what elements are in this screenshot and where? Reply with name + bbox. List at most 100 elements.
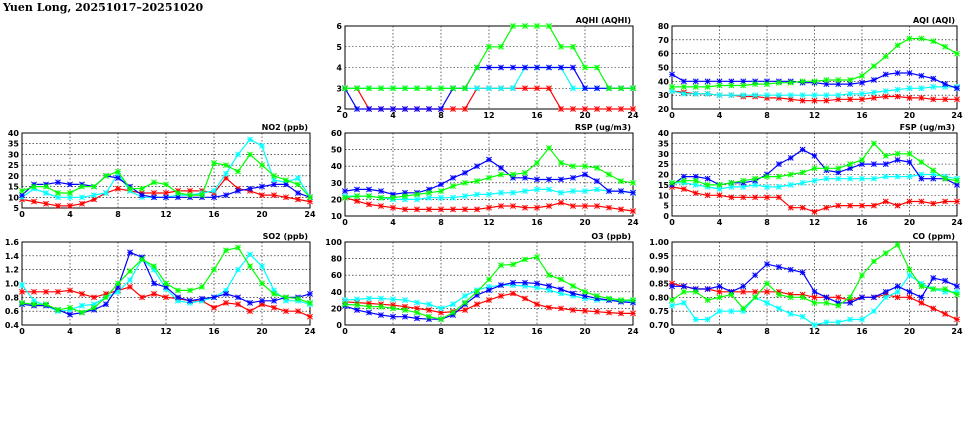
data-point bbox=[558, 189, 564, 196]
data-point bbox=[942, 286, 949, 292]
data-point bbox=[187, 297, 193, 304]
chart-title: RSP (ug/m3) bbox=[575, 123, 631, 132]
data-point bbox=[716, 288, 723, 295]
y-tick-label: 15 bbox=[658, 181, 670, 190]
data-point bbox=[498, 203, 504, 209]
data-point bbox=[669, 302, 675, 309]
data-point bbox=[692, 288, 699, 295]
data-point bbox=[498, 85, 504, 92]
data-point bbox=[486, 43, 492, 50]
data-point bbox=[450, 85, 456, 92]
x-tick-label: 20 bbox=[904, 327, 916, 336]
data-point bbox=[534, 301, 540, 308]
data-point bbox=[906, 266, 913, 273]
data-point bbox=[835, 202, 842, 209]
data-point bbox=[704, 83, 711, 90]
data-point bbox=[787, 154, 794, 161]
data-point bbox=[426, 194, 432, 201]
y-tick-label: 5 bbox=[663, 202, 669, 211]
data-point bbox=[342, 85, 348, 92]
data-point bbox=[223, 192, 229, 199]
data-point bbox=[91, 192, 97, 199]
series-d3 bbox=[19, 172, 313, 201]
x-tick-label: 16 bbox=[856, 327, 868, 336]
data-point bbox=[390, 296, 396, 303]
data-point bbox=[163, 194, 169, 201]
data-point bbox=[510, 261, 516, 268]
data-point bbox=[716, 181, 723, 188]
series-line bbox=[671, 186, 957, 213]
data-point bbox=[823, 319, 830, 326]
data-point bbox=[716, 283, 723, 290]
data-point bbox=[823, 175, 830, 182]
data-point bbox=[775, 183, 782, 190]
data-point bbox=[775, 194, 782, 201]
data-point bbox=[366, 295, 372, 302]
data-point bbox=[680, 299, 687, 306]
data-point bbox=[775, 79, 782, 86]
series-d4 bbox=[669, 140, 960, 188]
data-point bbox=[752, 81, 759, 88]
series-d4 bbox=[342, 253, 636, 323]
x-tick-label: 0 bbox=[669, 218, 675, 227]
data-point bbox=[498, 43, 504, 50]
data-point bbox=[680, 90, 687, 97]
data-point bbox=[859, 96, 865, 103]
data-point bbox=[462, 193, 468, 200]
y-tick-label: 35 bbox=[8, 140, 20, 149]
data-point bbox=[847, 299, 854, 306]
data-point bbox=[894, 173, 901, 180]
data-point bbox=[151, 179, 157, 186]
chart-title: AQHI (AQHI) bbox=[576, 16, 631, 25]
y-tick-label: 35 bbox=[658, 139, 670, 148]
data-point bbox=[630, 179, 636, 186]
data-point bbox=[414, 315, 420, 322]
data-point bbox=[534, 280, 540, 287]
chart-aqhi: 0 4 8 12 16 20 24 2 3 4 5 6 AQHI (AQHI) bbox=[336, 16, 639, 120]
data-point bbox=[283, 194, 289, 201]
data-point bbox=[594, 308, 600, 315]
data-point bbox=[787, 181, 794, 188]
data-point bbox=[740, 177, 747, 184]
data-point bbox=[139, 256, 145, 263]
data-point bbox=[582, 85, 588, 92]
data-point bbox=[342, 188, 348, 195]
data-point bbox=[870, 140, 877, 147]
data-point bbox=[235, 301, 241, 308]
data-point bbox=[498, 64, 504, 71]
data-point bbox=[704, 78, 711, 85]
x-tick-label: 8 bbox=[438, 111, 444, 120]
data-point bbox=[787, 171, 794, 178]
x-tick-label: 16 bbox=[531, 111, 543, 120]
data-point bbox=[728, 291, 735, 298]
data-point bbox=[402, 85, 408, 92]
data-point bbox=[366, 303, 372, 310]
data-point bbox=[764, 194, 770, 201]
data-point bbox=[307, 299, 313, 306]
data-point bbox=[930, 75, 937, 82]
data-point bbox=[918, 72, 925, 79]
data-point bbox=[151, 263, 157, 270]
data-point bbox=[402, 307, 408, 314]
x-tick-label: 20 bbox=[579, 327, 591, 336]
data-point bbox=[55, 306, 61, 313]
data-point bbox=[918, 159, 925, 166]
data-point bbox=[378, 85, 384, 92]
data-point bbox=[582, 64, 588, 71]
data-point bbox=[522, 174, 528, 181]
data-point bbox=[534, 159, 540, 166]
data-point bbox=[402, 193, 408, 200]
y-tick-label: 0.4 bbox=[5, 321, 20, 330]
x-tick-label: 8 bbox=[764, 111, 770, 120]
data-point bbox=[474, 85, 480, 92]
y-tick-label: 25 bbox=[8, 161, 20, 170]
series-d4 bbox=[19, 244, 313, 316]
x-tick-label: 12 bbox=[483, 327, 494, 336]
data-point bbox=[438, 206, 444, 213]
data-point bbox=[390, 313, 396, 320]
data-point bbox=[942, 81, 949, 88]
x-tick-label: 20 bbox=[904, 218, 916, 227]
y-tick-label: 6 bbox=[336, 22, 342, 31]
data-point bbox=[618, 188, 624, 195]
x-tick-label: 12 bbox=[160, 210, 171, 219]
